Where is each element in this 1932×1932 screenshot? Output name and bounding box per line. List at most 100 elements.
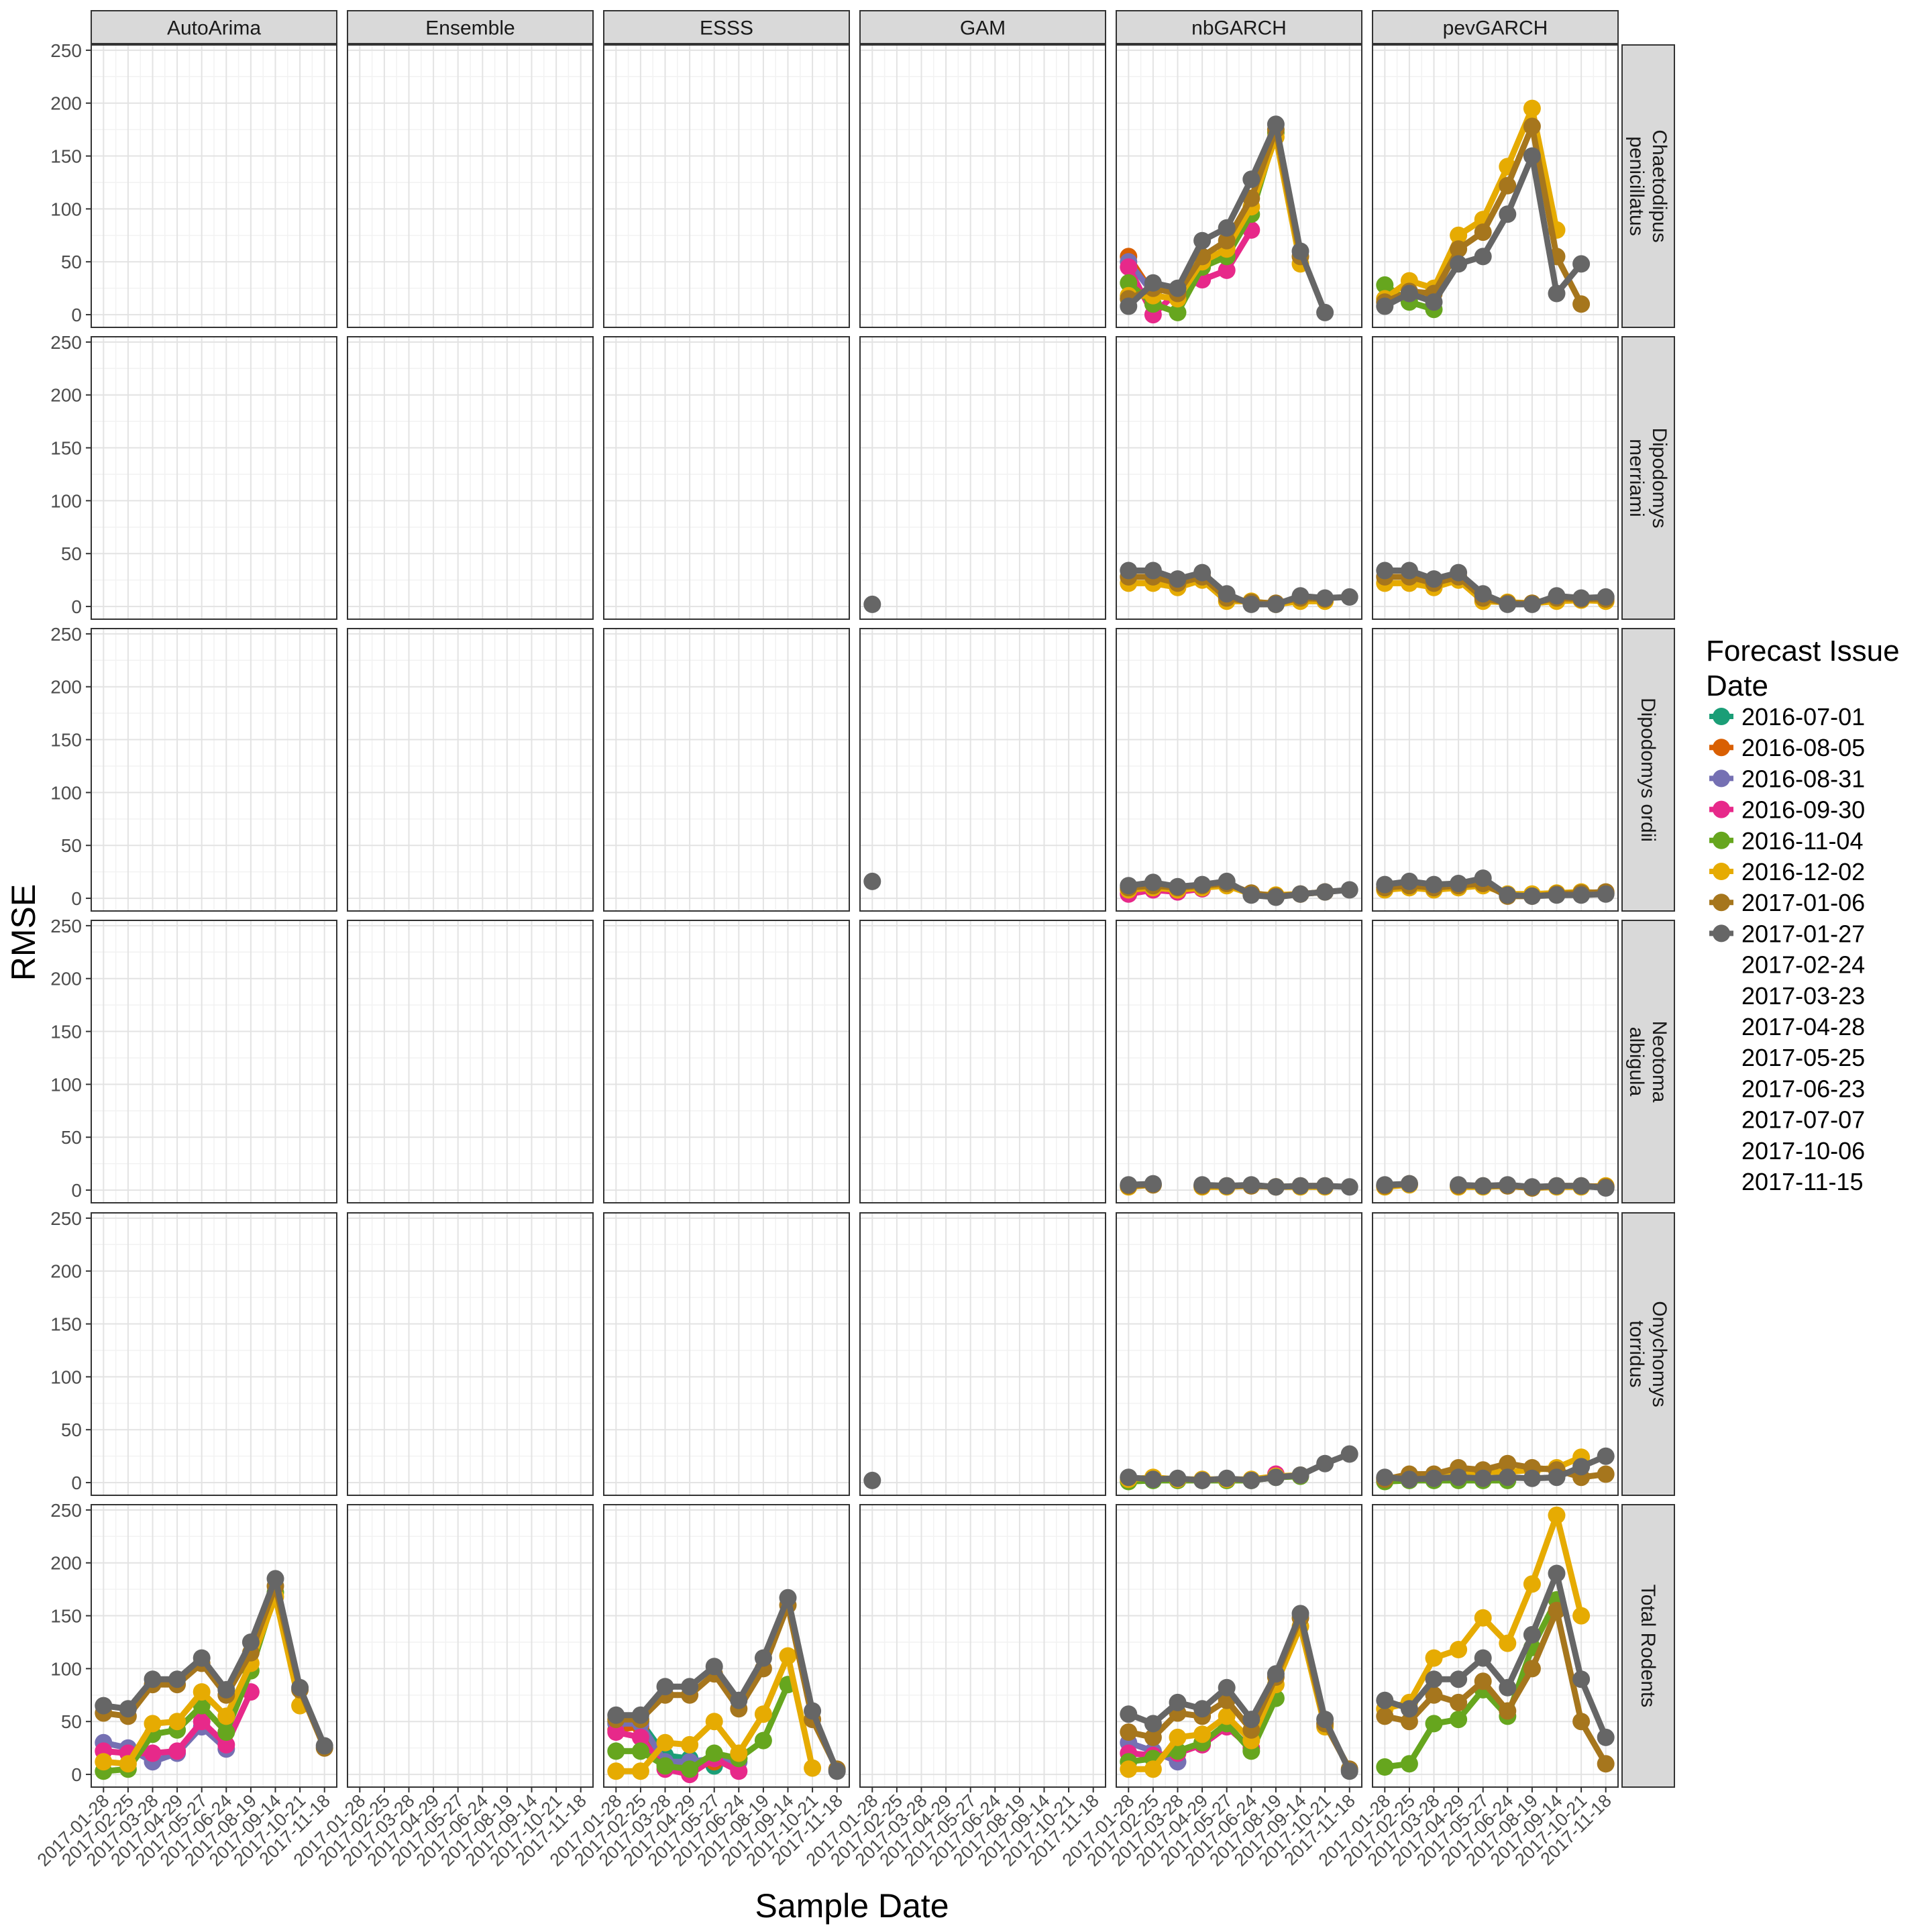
panel-border [859,1212,1106,1496]
data-point [1376,1468,1394,1487]
data-point [681,1735,699,1754]
data-point [754,1731,772,1750]
data-point [1376,1691,1394,1709]
strip-bg [1621,1212,1675,1496]
data-point [1120,1705,1138,1723]
series-2017-01-27 [1376,1447,1615,1489]
data-point [1376,561,1394,580]
strip-bg [1621,628,1675,912]
data-point [804,1702,822,1720]
data-point [1218,1707,1236,1725]
legend-item-2016-07-01: 2016-07-01 [1709,703,1865,731]
strip-ensemble: Ensemble [347,10,594,44]
data-point [1193,231,1212,250]
panel-border [603,336,850,620]
data-point [631,1706,649,1724]
data-point [1169,279,1187,297]
data-point [1316,1177,1334,1195]
panel-pevgarch-row3 [1372,920,1619,1203]
data-point [1499,886,1517,904]
data-point [1120,274,1138,292]
data-point [1499,1454,1517,1472]
data-point [1242,170,1260,189]
legend-item-2016-11-04: 2016-11-04 [1709,827,1863,855]
panel-data-nbgarch-row2 [1120,872,1358,906]
panels-layer [91,44,1619,1788]
data-point [1340,1762,1358,1780]
data-point [1597,1447,1615,1465]
panel-ensemble-row5 [347,1504,594,1788]
series-2017-01-27 [863,1471,881,1489]
data-point [631,1742,649,1760]
data-point [1267,888,1285,906]
data-point [217,1680,235,1699]
y-tick-label: 50 [61,1127,82,1148]
panel-nbgarch-row0 [1116,44,1362,328]
data-point [607,1762,625,1780]
series-2017-01-27 [1376,869,1615,905]
x-axis-autoarima: 2017-01-282017-02-252017-03-282017-04-29… [34,1787,334,1870]
legend-item-2017-02-24: 2017-02-24 [1741,951,1865,979]
y-tick-label: 250 [50,1500,82,1521]
data-point [1120,1723,1138,1741]
data-point [607,1742,625,1760]
data-point [1572,1670,1591,1688]
data-point [1523,595,1541,613]
data-point [1120,297,1138,315]
data-point [1425,1649,1443,1667]
panel-data-pevgarch-row0 [1376,99,1591,319]
data-point [193,1683,211,1701]
data-point [168,1670,186,1688]
data-point [1597,588,1615,606]
panel-border [603,628,850,912]
y-axis-row3: 0 50 100 150 200 250 [50,916,91,1201]
panel-ensemble-row0 [347,44,594,328]
data-point [1340,1178,1358,1196]
series-line [1381,1607,1609,1767]
data-point [1450,1711,1468,1729]
data-point [1499,176,1517,195]
legend-label: 2016-07-01 [1741,703,1865,731]
panel-border [91,336,337,620]
panel-border [1116,920,1362,1203]
legend-key-dot [1713,924,1730,943]
series-2017-01-27 [1120,1605,1358,1780]
data-point [1400,1700,1418,1718]
data-point [266,1570,284,1588]
data-point [1169,877,1187,896]
data-point [804,1759,822,1777]
data-point [1193,1176,1212,1194]
strip-gam: GAM [859,10,1106,44]
legend-label: 2016-08-31 [1741,765,1865,792]
y-tick-label: 200 [50,93,82,114]
strip-label: Dipodomys ordii [1637,698,1659,842]
strip-bg [1116,10,1362,44]
data-point [1144,1760,1162,1778]
data-point [1597,1465,1615,1483]
series-2017-01-27 [1376,1175,1615,1197]
panel-border [859,336,1106,620]
panel-border [1116,44,1362,328]
data-point [1474,1609,1492,1627]
panel-data-nbgarch-row5 [1120,1605,1358,1780]
legend-item-2016-12-02: 2016-12-02 [1709,858,1865,885]
series-2017-01-27 [1376,1564,1615,1746]
data-point [1169,303,1187,321]
panel-autoarima-row2 [91,628,337,912]
panel-esss-row0 [603,44,850,328]
data-point [1450,1693,1468,1711]
strip-bg [859,10,1106,44]
panel-border [1372,44,1619,328]
data-point [119,1700,137,1718]
panel-border [1372,336,1619,620]
y-tick-label: 250 [50,332,82,353]
panel-data-pevgarch-row1 [1376,561,1615,613]
y-tick-label: 200 [50,385,82,406]
legend-key-dot [1713,800,1730,818]
data-point [1400,561,1418,580]
panel-border [347,920,594,1203]
data-point [1169,1469,1187,1487]
panel-ensemble-row2 [347,628,594,912]
data-point [1376,297,1394,315]
